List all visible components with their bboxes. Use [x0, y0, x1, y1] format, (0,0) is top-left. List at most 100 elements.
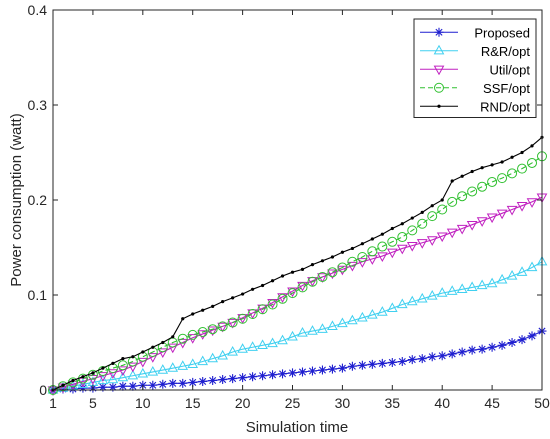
data-point — [386, 302, 398, 312]
data-point — [510, 155, 514, 159]
data-point — [527, 157, 538, 168]
data-point — [98, 382, 108, 392]
data-point — [207, 326, 219, 337]
data-point — [57, 381, 68, 392]
data-point — [177, 333, 188, 344]
data-point — [426, 289, 438, 300]
data-point — [307, 325, 318, 335]
data-point — [347, 361, 357, 371]
data-point — [427, 352, 437, 362]
series-ssf-opt — [48, 151, 547, 395]
data-point — [161, 340, 165, 345]
data-point — [297, 327, 308, 337]
data-point — [357, 258, 368, 268]
data-point — [207, 352, 219, 363]
data-point — [477, 181, 488, 192]
x-tick-label: 30 — [335, 395, 351, 411]
data-point — [476, 279, 488, 290]
data-point — [257, 339, 268, 349]
data-point — [506, 270, 518, 280]
data-point — [506, 205, 518, 216]
data-point — [517, 335, 527, 345]
data-point — [447, 349, 457, 359]
x-tick-label: 25 — [285, 395, 301, 411]
data-point — [287, 288, 298, 299]
data-point — [297, 282, 308, 293]
data-point — [497, 340, 507, 350]
data-point — [197, 330, 209, 340]
data-point — [217, 321, 228, 332]
data-point — [327, 267, 338, 278]
legend-marker — [433, 65, 445, 76]
data-point — [350, 246, 354, 251]
data-point — [327, 364, 337, 374]
legend-marker — [437, 104, 441, 108]
data-point — [457, 191, 468, 202]
data-point — [278, 369, 288, 379]
data-point — [290, 270, 295, 274]
x-tick-label: 40 — [434, 395, 450, 411]
data-point — [420, 210, 424, 214]
legend-box — [413, 18, 537, 118]
data-point — [157, 348, 169, 358]
data-point — [317, 271, 328, 282]
data-point — [407, 355, 417, 365]
data-point — [400, 222, 404, 226]
data-point — [437, 351, 447, 361]
data-point — [516, 266, 528, 276]
data-point — [330, 255, 335, 259]
data-point — [77, 378, 89, 388]
data-point — [357, 360, 367, 370]
data-point — [97, 366, 108, 376]
data-point — [396, 298, 408, 309]
data-point — [416, 292, 428, 303]
data-point — [107, 373, 119, 384]
data-point — [127, 369, 139, 380]
data-point — [227, 318, 238, 329]
data-point — [188, 377, 198, 387]
data-point — [277, 334, 288, 345]
series-line — [52, 136, 543, 391]
data-point — [426, 236, 438, 246]
data-point — [247, 309, 258, 319]
data-point — [310, 263, 315, 267]
data-point — [187, 329, 198, 340]
data-point — [227, 346, 238, 356]
data-point — [406, 295, 418, 306]
data-point — [97, 374, 109, 385]
data-point — [247, 341, 258, 351]
data-point — [317, 365, 327, 375]
legend-marker — [434, 27, 444, 37]
data-point — [307, 366, 317, 376]
data-point — [197, 327, 208, 338]
x-tick-label: 1 — [49, 395, 57, 411]
x-tick-label: 20 — [235, 395, 251, 411]
data-point — [397, 357, 407, 366]
legend-label: Proposed — [474, 25, 530, 40]
data-point — [178, 378, 188, 388]
data-point — [320, 259, 325, 263]
data-point — [128, 381, 138, 391]
data-point — [217, 349, 229, 360]
data-point — [377, 241, 388, 252]
data-point — [466, 281, 478, 292]
data-point — [201, 308, 205, 312]
data-point — [257, 304, 268, 315]
data-point — [446, 285, 458, 295]
data-point — [221, 300, 225, 304]
data-point — [367, 246, 378, 257]
data-point — [437, 204, 448, 215]
y-tick-label: 0.4 — [28, 2, 48, 18]
data-point — [177, 360, 189, 370]
data-point — [228, 374, 238, 384]
data-point — [410, 216, 414, 220]
data-point — [168, 378, 178, 388]
y-tick-label: 0.3 — [28, 97, 48, 113]
data-point — [486, 213, 498, 224]
data-point — [380, 232, 384, 236]
series-line — [52, 155, 543, 391]
data-point — [267, 337, 278, 348]
data-point — [386, 248, 398, 259]
data-point — [277, 293, 288, 304]
y-axis-label: Power consumption (watt) — [8, 113, 25, 286]
